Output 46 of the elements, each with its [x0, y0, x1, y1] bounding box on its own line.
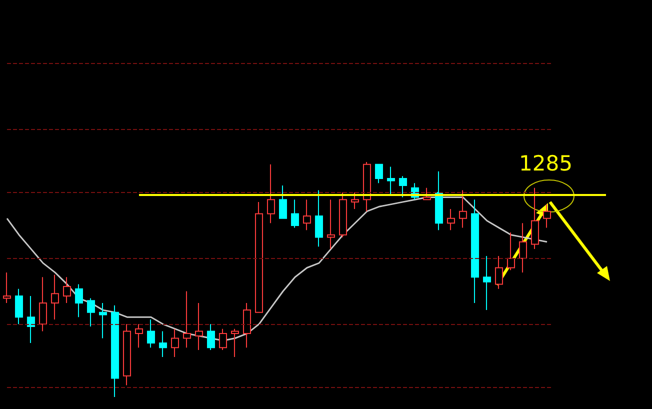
- candlestick: [255, 201, 263, 313]
- candlestick: [435, 170, 443, 231]
- candlestick: [267, 164, 275, 224]
- candlestick: [387, 166, 395, 196]
- candlestick: [375, 164, 383, 184]
- candlestick: [51, 274, 59, 320]
- candlestick: [291, 199, 299, 228]
- candlestick: [399, 176, 407, 198]
- candlestick: [279, 185, 287, 219]
- candlestick: [459, 190, 467, 228]
- annotation: 1285: [519, 152, 572, 176]
- candlestick: [327, 199, 335, 250]
- candlestick: [87, 298, 95, 327]
- candlestick: [123, 324, 131, 386]
- candlestick: [507, 232, 515, 271]
- candlestick: [531, 187, 539, 250]
- candlestick: [483, 256, 491, 311]
- candlestick: [195, 302, 203, 350]
- candlestick: [27, 295, 35, 344]
- candlestick: [495, 256, 503, 290]
- candlestick: [447, 208, 455, 231]
- candlestick: [231, 328, 239, 358]
- candlestick: [207, 324, 215, 350]
- candlestick: [519, 222, 527, 273]
- candlestick: [303, 199, 311, 231]
- candlestick: [99, 302, 107, 339]
- candlestick: [135, 324, 143, 348]
- candlestick: [243, 302, 251, 348]
- candlestick: [75, 284, 83, 318]
- candlestick: [39, 276, 47, 332]
- candlestick: [63, 276, 71, 304]
- candlestick: [423, 187, 431, 200]
- candlestick: [147, 318, 155, 348]
- candlestick: [351, 192, 359, 210]
- candlestick: [111, 304, 119, 398]
- candlestick: [15, 288, 23, 325]
- candlestick: [543, 204, 551, 228]
- candlestick: [159, 330, 167, 358]
- candlestick: [171, 328, 179, 358]
- candlestick: [471, 199, 479, 304]
- candlestick: [363, 162, 371, 212]
- candlestick: [183, 290, 191, 348]
- candlestick: [3, 272, 11, 304]
- candlestick: [339, 192, 347, 238]
- candlestick: [315, 190, 323, 248]
- candlestick: [219, 328, 227, 350]
